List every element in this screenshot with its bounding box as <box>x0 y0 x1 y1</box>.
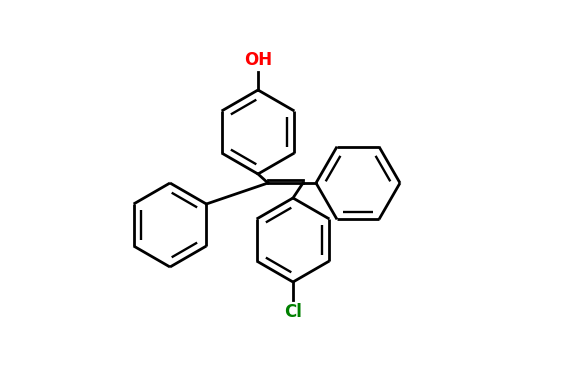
Text: OH: OH <box>244 51 272 69</box>
Text: Cl: Cl <box>284 303 302 321</box>
